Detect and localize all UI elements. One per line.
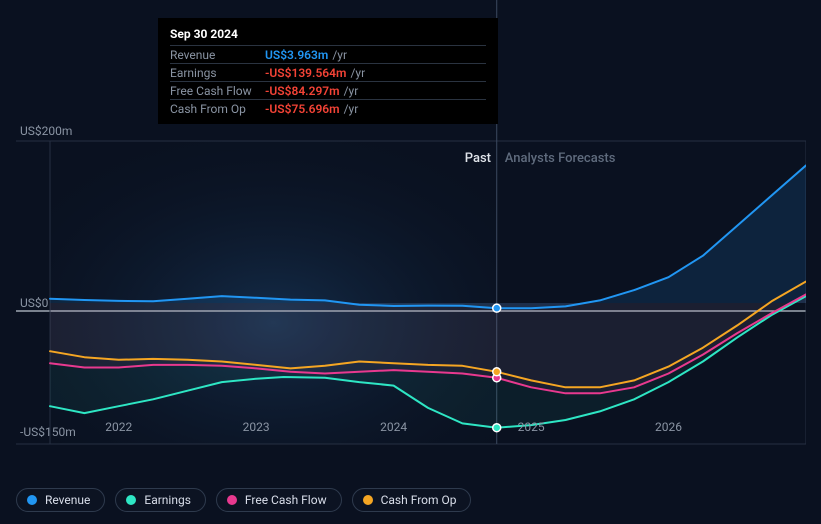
legend-item-revenue[interactable]: Revenue xyxy=(16,488,105,512)
tooltip-metric-label: Earnings xyxy=(170,64,265,82)
legend-label: Cash From Op xyxy=(381,493,457,507)
tooltip-table: RevenueUS$3.963m/yrEarnings-US$139.564m/… xyxy=(170,45,486,117)
x-axis-label: 2025 xyxy=(518,420,545,434)
y-axis-label: US$200m xyxy=(20,124,72,138)
tooltip-date: Sep 30 2024 xyxy=(170,25,486,45)
legend-dot-icon xyxy=(227,495,237,505)
legend-dot-icon xyxy=(126,495,136,505)
legend-item-fcf[interactable]: Free Cash Flow xyxy=(216,488,342,512)
tooltip-metric-value: -US$139.564m/yr xyxy=(265,64,486,82)
tooltip-metric-label: Cash From Op xyxy=(170,100,265,118)
tooltip-metric-label: Revenue xyxy=(170,46,265,64)
section-label-forecast: Analysts Forecasts xyxy=(505,151,616,166)
legend-label: Revenue xyxy=(45,493,90,507)
tooltip-metric-value: -US$84.297m/yr xyxy=(265,82,486,100)
tooltip-row: RevenueUS$3.963m/yr xyxy=(170,46,486,64)
section-label-past: Past xyxy=(465,151,491,166)
legend-dot-icon xyxy=(363,495,373,505)
legend-dot-icon xyxy=(27,495,37,505)
tooltip-row: Cash From Op-US$75.696m/yr xyxy=(170,100,486,118)
legend-item-cfo[interactable]: Cash From Op xyxy=(352,488,472,512)
tooltip-metric-value: -US$75.696m/yr xyxy=(265,100,486,118)
hover-tooltip: Sep 30 2024 RevenueUS$3.963m/yrEarnings-… xyxy=(158,18,498,124)
tooltip-metric-label: Free Cash Flow xyxy=(170,82,265,100)
tooltip-row: Earnings-US$139.564m/yr xyxy=(170,64,486,82)
x-axis-label: 2022 xyxy=(105,420,132,434)
tooltip-metric-value: US$3.963m/yr xyxy=(265,46,486,64)
y-axis-label: US$0 xyxy=(20,296,48,310)
x-axis-label: 2023 xyxy=(243,420,270,434)
chart-legend: Revenue Earnings Free Cash Flow Cash From O… xyxy=(16,488,471,512)
x-axis-label: 2024 xyxy=(380,420,407,434)
legend-label: Earnings xyxy=(144,493,191,507)
x-axis-label: 2026 xyxy=(655,420,682,434)
legend-label: Free Cash Flow xyxy=(245,493,327,507)
y-axis-label: -US$150m xyxy=(20,425,76,439)
earnings-revenue-chart[interactable]: Sep 30 2024 RevenueUS$3.963m/yrEarnings-… xyxy=(16,0,806,460)
tooltip-row: Free Cash Flow-US$84.297m/yr xyxy=(170,82,486,100)
legend-item-earnings[interactable]: Earnings xyxy=(115,488,206,512)
